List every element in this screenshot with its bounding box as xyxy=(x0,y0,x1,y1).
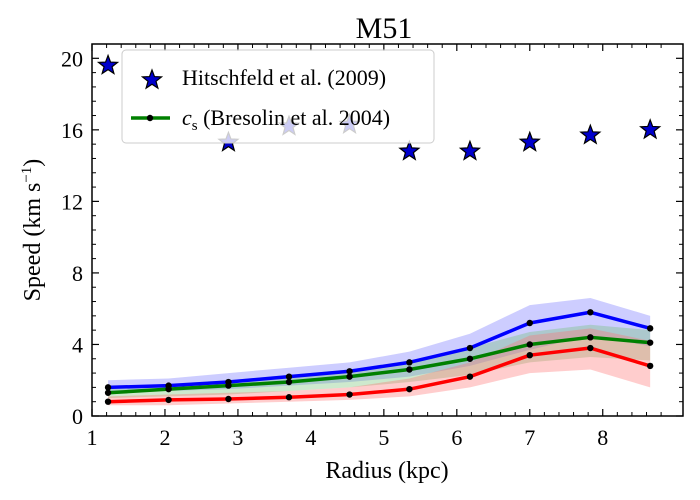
legend-box xyxy=(121,49,435,144)
series-0-point-0 xyxy=(104,384,112,391)
y-tick-label-1: 4 xyxy=(72,332,83,357)
series-2-point-1 xyxy=(165,396,172,404)
y-axis-label-close: ) xyxy=(20,159,46,167)
legend: Hitschfeld et al. (2009) cs (Bresolin et… xyxy=(121,49,435,144)
legend-cs-rest: (Bresolin et al. 2004) xyxy=(198,105,390,130)
x-tick-label-2: 3 xyxy=(232,425,243,450)
series-1-point-3 xyxy=(285,378,293,386)
series-line-0 xyxy=(108,310,651,390)
x-tick-label-6: 7 xyxy=(524,425,535,450)
series-line-1 xyxy=(107,335,651,395)
legend-label-hitschfeld: Hitschfeld et al. (2009) xyxy=(182,65,386,90)
y-axis-label: Speed (km s−1) xyxy=(19,159,46,302)
error-band-0 xyxy=(108,297,651,393)
y-axis-label-main: Speed (km s xyxy=(20,183,46,302)
legend-cs-subscript: s xyxy=(192,118,198,134)
series-2-point-3 xyxy=(285,394,293,401)
series-2-point-0 xyxy=(104,398,112,405)
legend-cs-symbol: c xyxy=(182,105,192,130)
series-0-point-8 xyxy=(587,309,594,316)
y-axis-label-exp: −1 xyxy=(19,167,35,183)
x-tick-label-5: 6 xyxy=(451,425,462,450)
y-tick-label-0: 0 xyxy=(72,404,83,429)
star-marker-5 xyxy=(458,139,482,161)
series-lines xyxy=(107,310,651,404)
series-0-point-7 xyxy=(526,319,533,327)
series-0-point-5 xyxy=(406,359,413,366)
star-marker-0 xyxy=(96,53,120,75)
series-0-point-6 xyxy=(466,344,474,352)
plot-frame xyxy=(91,43,684,417)
series-1-point-7 xyxy=(526,341,533,348)
series-2-point-4 xyxy=(346,391,353,398)
series-2-point-7 xyxy=(526,351,533,359)
y-tick-label-3: 12 xyxy=(61,189,83,214)
legend-label-cs: cs (Bresolin et al. 2004) xyxy=(182,105,390,134)
series-0-point-4 xyxy=(346,368,353,375)
star-marker-4 xyxy=(398,139,421,161)
y-tick-label-5: 20 xyxy=(61,46,83,71)
chart-title: M51 xyxy=(356,12,413,45)
series-2-point-2 xyxy=(225,395,232,403)
star-marker-7 xyxy=(579,123,602,145)
series-points xyxy=(104,309,654,405)
series-1-point-4 xyxy=(346,373,353,380)
y-tick-label-4: 16 xyxy=(61,118,83,143)
series-1-point-5 xyxy=(406,366,413,373)
x-tick-label-4: 5 xyxy=(378,425,389,450)
star-marker-6 xyxy=(518,130,541,152)
y-tick-label-2: 8 xyxy=(72,261,83,286)
star-marker-8 xyxy=(639,118,662,140)
series-1-point-1 xyxy=(165,385,172,393)
series-2-point-6 xyxy=(466,373,474,380)
legend-star-marker xyxy=(140,68,164,90)
x-axis-label: Radius (kpc) xyxy=(325,458,448,484)
x-tick-label-7: 8 xyxy=(597,425,608,450)
series-line-2 xyxy=(108,346,651,404)
x-tick-label-0: 1 xyxy=(87,425,98,450)
series-1-point-8 xyxy=(587,334,594,341)
series-0-point-9 xyxy=(646,325,654,332)
x-tick-label-1: 2 xyxy=(159,425,170,450)
series-1-point-9 xyxy=(646,339,654,346)
legend-dot-cs xyxy=(146,114,154,122)
series-1-point-0 xyxy=(104,389,112,396)
series-2-point-5 xyxy=(406,385,413,393)
series-1-point-2 xyxy=(225,382,232,389)
series-0-point-3 xyxy=(285,373,293,380)
series-2-point-8 xyxy=(587,344,594,352)
series-2-point-9 xyxy=(646,362,654,370)
x-tick-label-3: 4 xyxy=(305,425,316,450)
series-1-point-6 xyxy=(466,355,474,362)
